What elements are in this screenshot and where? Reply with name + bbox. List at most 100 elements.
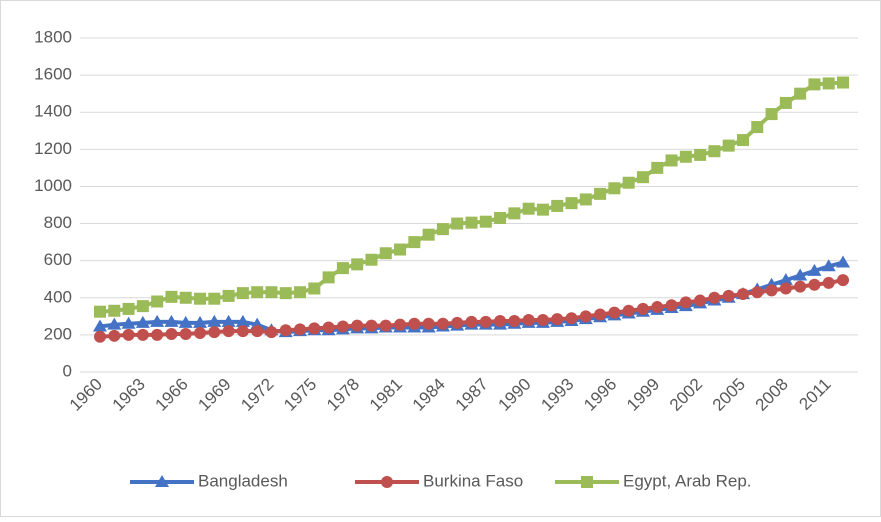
y-tick-label: 1400 xyxy=(34,102,72,121)
marker xyxy=(336,320,349,333)
marker xyxy=(408,317,421,330)
marker xyxy=(422,317,435,330)
marker xyxy=(665,299,678,312)
marker xyxy=(808,78,821,91)
marker xyxy=(779,96,792,109)
marker xyxy=(622,304,635,317)
marker xyxy=(837,274,849,287)
marker xyxy=(422,228,435,241)
y-tick-label: 800 xyxy=(44,213,72,232)
marker xyxy=(365,253,378,266)
marker xyxy=(465,315,478,328)
marker xyxy=(722,289,735,302)
marker xyxy=(394,318,407,331)
legend-label: Bangladesh xyxy=(198,471,288,490)
marker xyxy=(93,319,107,332)
marker xyxy=(451,217,464,230)
marker xyxy=(122,328,135,341)
legend-label: Burkina Faso xyxy=(423,471,523,490)
y-tick-label: 1600 xyxy=(34,65,72,84)
marker xyxy=(150,314,165,327)
marker xyxy=(765,284,778,297)
marker xyxy=(436,317,449,330)
marker xyxy=(622,176,635,189)
marker xyxy=(751,286,764,299)
marker xyxy=(379,247,392,260)
marker xyxy=(807,263,822,276)
marker xyxy=(436,223,449,236)
marker xyxy=(451,316,464,329)
marker xyxy=(651,161,664,174)
marker xyxy=(122,302,135,315)
marker xyxy=(108,304,121,317)
marker xyxy=(107,317,122,330)
marker xyxy=(194,327,207,340)
marker xyxy=(121,316,136,329)
marker xyxy=(222,325,235,338)
marker xyxy=(465,216,478,229)
marker xyxy=(679,296,692,309)
marker xyxy=(822,276,835,289)
marker xyxy=(636,302,649,315)
marker xyxy=(379,319,392,332)
marker xyxy=(508,314,521,327)
marker xyxy=(822,77,835,90)
marker xyxy=(494,211,507,224)
marker xyxy=(508,207,521,220)
marker xyxy=(251,325,264,338)
marker xyxy=(579,193,592,206)
marker xyxy=(522,202,535,215)
marker xyxy=(836,255,850,268)
marker xyxy=(479,315,492,328)
marker xyxy=(136,300,149,313)
marker xyxy=(837,76,849,89)
marker xyxy=(651,301,664,314)
marker xyxy=(581,476,593,488)
marker xyxy=(536,203,549,216)
marker xyxy=(394,243,407,256)
marker xyxy=(194,292,207,305)
marker xyxy=(179,327,192,340)
marker xyxy=(594,187,607,200)
y-tick-label: 1800 xyxy=(34,27,72,46)
marker xyxy=(94,330,106,343)
marker xyxy=(308,322,321,335)
marker xyxy=(381,476,393,488)
marker xyxy=(308,282,321,295)
marker xyxy=(351,319,364,332)
y-tick-label: 1000 xyxy=(34,176,72,195)
marker xyxy=(151,328,164,341)
marker xyxy=(551,313,564,326)
marker xyxy=(208,292,221,305)
marker xyxy=(222,289,235,302)
marker xyxy=(236,325,249,338)
marker xyxy=(236,287,249,300)
marker xyxy=(779,282,792,295)
marker xyxy=(821,259,836,272)
marker xyxy=(136,328,149,341)
marker xyxy=(322,271,335,284)
marker xyxy=(279,287,292,300)
marker xyxy=(793,268,808,281)
marker xyxy=(155,475,169,487)
marker xyxy=(193,315,208,328)
marker xyxy=(265,286,278,299)
marker xyxy=(722,139,735,152)
marker xyxy=(178,315,193,328)
marker xyxy=(636,171,649,184)
marker xyxy=(608,306,621,319)
marker xyxy=(708,145,721,158)
marker xyxy=(251,286,264,299)
marker xyxy=(794,87,807,100)
marker xyxy=(365,319,378,332)
marker xyxy=(294,286,307,299)
marker xyxy=(794,280,807,293)
marker xyxy=(536,314,549,327)
marker xyxy=(165,290,178,303)
marker xyxy=(565,312,578,325)
marker xyxy=(736,134,749,147)
marker xyxy=(208,326,221,339)
marker xyxy=(708,291,721,304)
